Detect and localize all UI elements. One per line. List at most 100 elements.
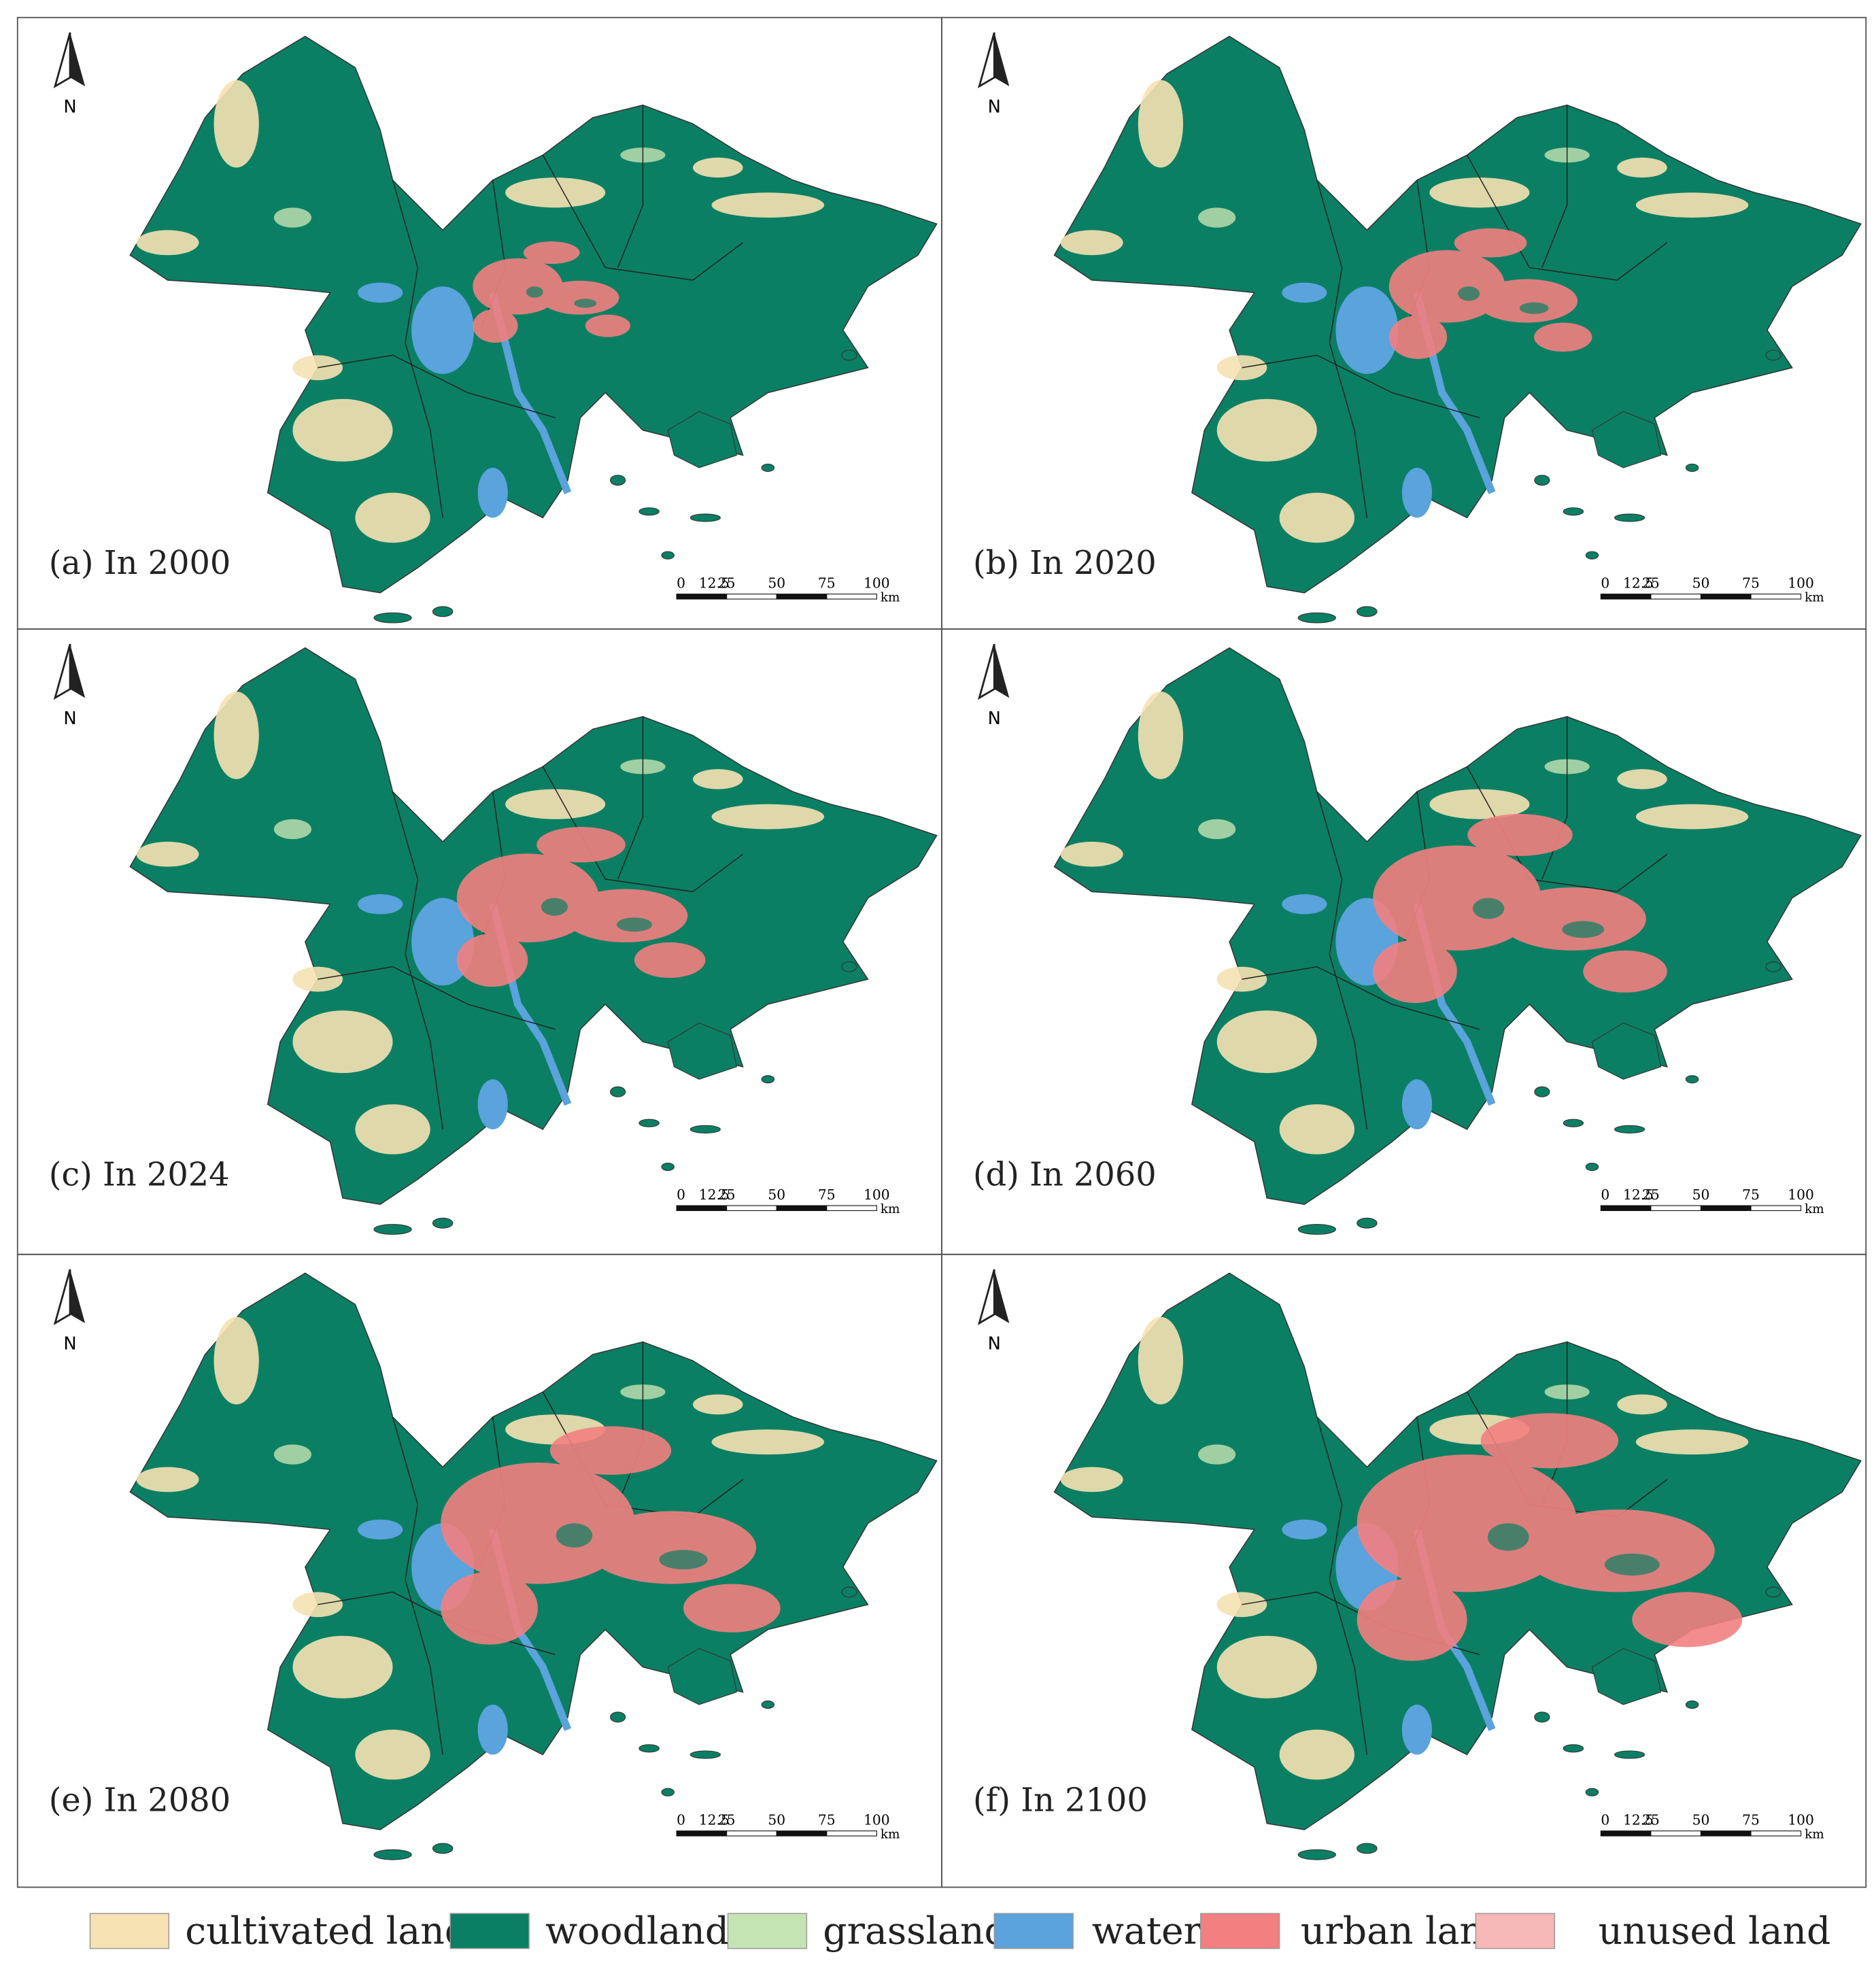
scale-label: 25 (1642, 1187, 1660, 1203)
scale-bar-segment (1650, 1830, 1702, 1837)
scale-bar-segment (676, 1830, 728, 1837)
legend-label: woodland (545, 1909, 729, 1953)
scale-bar-segment (776, 1205, 828, 1211)
scale-label: 0 (1601, 1187, 1609, 1203)
scale-bar-segment (676, 594, 728, 600)
scale-bar-segment (726, 1205, 777, 1211)
scale-unit: km (881, 591, 900, 605)
scale-label: 75 (818, 1187, 836, 1203)
scale-label: 50 (1692, 575, 1710, 591)
panel-label: (a) In 2000 (49, 545, 231, 582)
scale-label: 0 (677, 1812, 685, 1828)
scale-label: 75 (1742, 575, 1760, 591)
scale-bar-segment (1700, 1205, 1752, 1211)
north-label: N (63, 97, 76, 118)
scale-unit: km (1805, 1202, 1824, 1216)
scale-bar-segment (1600, 1830, 1652, 1837)
scale-label: 50 (1692, 1187, 1710, 1203)
scale-label: 75 (1742, 1812, 1760, 1828)
north-label: N (988, 1334, 1001, 1354)
scale-bar-segment (726, 1830, 777, 1837)
scale-label: 50 (768, 1187, 785, 1203)
scale-label: 50 (768, 1812, 785, 1828)
scale-bar-segment (1650, 594, 1702, 600)
scale-unit: km (1805, 591, 1824, 605)
panel-label: (b) In 2020 (973, 545, 1157, 582)
scale-label: 100 (1788, 575, 1814, 591)
scale-bar-segment (1650, 1205, 1702, 1211)
scale-label: 25 (718, 1187, 736, 1203)
scale-label: 100 (864, 1812, 890, 1828)
legend-label: unused land (1599, 1909, 1831, 1953)
panel-label: (f) In 2100 (973, 1781, 1148, 1819)
legend-label: urban land (1301, 1909, 1508, 1953)
north-arrow-right (70, 1269, 86, 1323)
legend-swatch (89, 1913, 170, 1949)
scale-bar-segment (1600, 594, 1652, 600)
scale-label: 12.5 (1623, 575, 1654, 591)
north-arrow (977, 643, 995, 700)
north-label: N (988, 97, 1001, 118)
scale-bar-segment (826, 594, 877, 600)
scale-label: 0 (677, 1187, 685, 1203)
scale-bar-segment (826, 1205, 877, 1211)
scale-unit: km (881, 1828, 900, 1842)
scale-label: 100 (1788, 1812, 1814, 1828)
scale-label: 100 (864, 1187, 890, 1203)
legend-swatch (1200, 1913, 1280, 1949)
legend: cultivated land woodland grassland waters ur… (89, 1909, 1831, 1953)
legend-label: cultivated land (185, 1909, 468, 1953)
scale-label: 25 (1642, 575, 1660, 591)
scale-label: 12.5 (699, 1812, 730, 1828)
panel-label: (e) In 2080 (49, 1781, 231, 1819)
scale-label: 0 (677, 575, 685, 591)
north-label: N (63, 1334, 76, 1354)
scale-label: 25 (1642, 1812, 1660, 1828)
scale-label: 25 (718, 575, 736, 591)
north-arrow-right (70, 644, 86, 698)
scale-bar-segment (1750, 594, 1802, 600)
scale-label: 100 (1788, 1187, 1814, 1203)
scale-label: 50 (768, 575, 785, 591)
scale-label: 75 (818, 1812, 836, 1828)
legend-swatch (449, 1913, 530, 1949)
north-arrow (53, 1269, 71, 1325)
north-arrow-right (994, 32, 1010, 86)
north-arrow (977, 1269, 995, 1325)
scale-label: 75 (818, 575, 836, 591)
legend-swatch (727, 1913, 808, 1949)
scale-label: 12.5 (699, 575, 730, 591)
scale-label: 12.5 (1623, 1812, 1654, 1828)
scale-bar-segment (826, 1830, 877, 1837)
land-map (130, 36, 936, 623)
scale-label: 12.5 (1623, 1187, 1654, 1203)
north-arrow (53, 32, 71, 88)
legend-swatch (993, 1913, 1074, 1949)
scale-label: 50 (1692, 1812, 1710, 1828)
scale-bar-segment (1700, 1830, 1752, 1837)
north-label: N (988, 709, 1001, 729)
scale-label: 12.5 (699, 1187, 730, 1203)
scale-bar-segment (1750, 1205, 1802, 1211)
scale-bar-segment (776, 1830, 828, 1837)
scale-label: 100 (864, 575, 890, 591)
legend-swatch (1475, 1913, 1556, 1949)
scale-label: 75 (1742, 1187, 1760, 1203)
scale-bar-segment (676, 1205, 728, 1211)
north-arrow-right (994, 644, 1010, 698)
legend-label: grassland (823, 1909, 1008, 1953)
legend-label: waters (1092, 1909, 1221, 1953)
north-arrow-right (70, 32, 86, 86)
north-arrow (977, 32, 995, 88)
scale-bar-segment (726, 594, 777, 600)
land-map (1055, 36, 1861, 623)
panel-label: (c) In 2024 (49, 1157, 230, 1194)
